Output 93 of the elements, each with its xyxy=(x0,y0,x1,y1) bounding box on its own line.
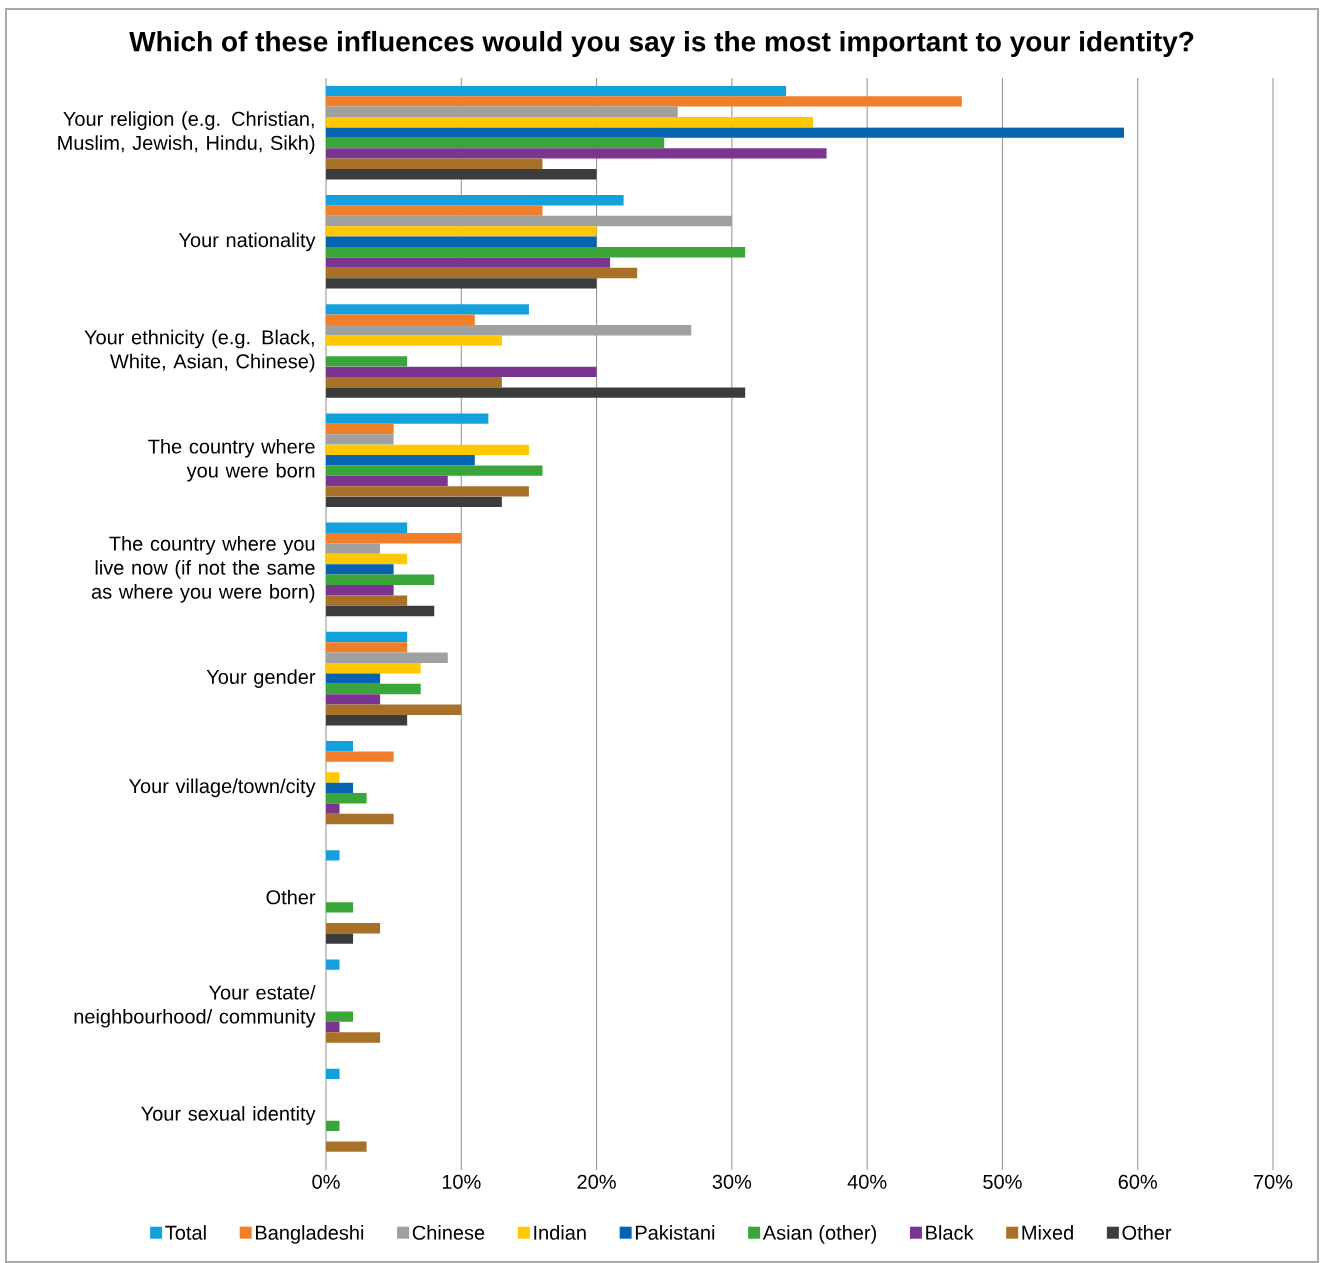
legend-label: Other xyxy=(1122,1225,1172,1240)
y-tick-label: Your religion (e.g. Christian, Muslim, Jewish, Hindu, Sikh) xyxy=(58,111,315,154)
legend-label: Black xyxy=(926,1225,974,1240)
bar xyxy=(326,335,502,346)
bar xyxy=(326,475,448,487)
bar xyxy=(326,314,475,326)
legend-label: Chinese xyxy=(412,1225,485,1240)
bar xyxy=(326,1120,340,1132)
bar xyxy=(326,813,394,825)
bar xyxy=(326,137,665,149)
bar xyxy=(326,574,435,586)
x-tick-label: 60% xyxy=(1118,1174,1158,1189)
x-tick-label: 30% xyxy=(712,1174,752,1189)
bar xyxy=(326,195,624,206)
bar xyxy=(326,465,543,476)
legend-label: Pakistani xyxy=(635,1225,715,1240)
y-tick-label: The country where you were born xyxy=(148,438,315,482)
bar xyxy=(326,782,354,794)
x-tick-label: 20% xyxy=(577,1174,616,1189)
bar xyxy=(326,117,814,128)
x-tick-label: 0% xyxy=(312,1174,340,1189)
bar xyxy=(326,85,786,97)
bar xyxy=(326,257,611,268)
bar xyxy=(326,694,381,705)
bar xyxy=(326,278,597,289)
legend-label: Total xyxy=(165,1225,206,1240)
bar xyxy=(326,902,354,913)
bar xyxy=(326,1021,340,1033)
bar xyxy=(326,793,367,804)
bar xyxy=(326,933,354,944)
x-tick-label: 10% xyxy=(442,1174,481,1189)
bar xyxy=(326,959,340,970)
bar xyxy=(326,553,408,565)
bar xyxy=(326,148,827,159)
legend-label: Indian xyxy=(534,1225,586,1240)
bar xyxy=(326,751,394,762)
bar xyxy=(326,267,638,279)
bar xyxy=(326,377,502,388)
bar xyxy=(326,444,529,456)
y-tick-label: Your village/town/city xyxy=(128,778,316,798)
legend-label: Asian (other) xyxy=(762,1225,877,1244)
bar xyxy=(326,496,502,508)
bar xyxy=(326,605,435,617)
chart-title: Which of these influences would you say is the most important to your identity? xyxy=(129,30,1194,58)
bar xyxy=(326,923,381,934)
bar xyxy=(326,356,408,367)
bar xyxy=(326,663,421,674)
bar xyxy=(326,413,489,424)
bar xyxy=(326,533,462,544)
legend-label: Mixed xyxy=(1022,1225,1073,1240)
bar xyxy=(326,455,475,466)
bar xyxy=(326,158,543,170)
y-tick-label: Other xyxy=(266,889,316,905)
bar xyxy=(326,715,408,726)
bar xyxy=(326,96,962,107)
y-tick-label: The country where you live now (if not the same as where you were born) xyxy=(91,536,315,603)
bar xyxy=(326,585,394,596)
bar xyxy=(326,803,340,814)
bar xyxy=(326,366,597,378)
y-tick-label: Your ethnicity (e.g. Black, White, Asian, Chinese) xyxy=(84,329,315,373)
y-tick-label: Your nationality xyxy=(178,232,316,252)
bar xyxy=(326,850,340,861)
bar xyxy=(326,595,408,606)
x-tick-label: 50% xyxy=(983,1174,1022,1189)
bar xyxy=(326,522,408,534)
bar xyxy=(326,1032,381,1043)
bar xyxy=(326,673,381,684)
bar xyxy=(326,564,394,575)
bar xyxy=(326,1011,354,1022)
bar xyxy=(326,1068,340,1080)
x-tick-label: 40% xyxy=(847,1174,887,1189)
y-tick-label: Your sexual identity xyxy=(141,1106,316,1125)
y-tick-label: Your estate/ neighbourhood/ community xyxy=(74,984,316,1028)
bar xyxy=(326,169,597,180)
bar xyxy=(326,1141,367,1152)
bar xyxy=(326,387,746,398)
bar xyxy=(326,127,1125,138)
bar xyxy=(326,247,746,258)
bar xyxy=(326,704,462,716)
bar xyxy=(326,642,408,653)
y-tick-label: Your gender xyxy=(206,669,316,688)
bar xyxy=(326,423,394,435)
bar xyxy=(326,631,408,643)
x-tick-label: 70% xyxy=(1254,1174,1293,1189)
bar xyxy=(326,741,354,752)
bar xyxy=(326,236,597,248)
bar xyxy=(326,205,543,216)
bar xyxy=(326,772,340,783)
bar xyxy=(326,226,597,237)
bar xyxy=(326,683,421,695)
bar xyxy=(326,304,529,315)
legend-label: Bangladeshi xyxy=(255,1225,364,1244)
bar xyxy=(326,486,529,497)
